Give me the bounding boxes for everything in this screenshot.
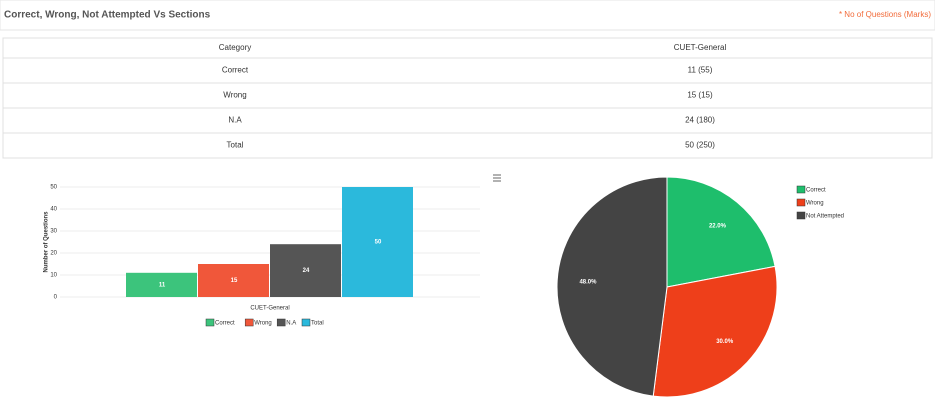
- legend-swatch: [244, 318, 254, 327]
- pie-label: 30.0%: [716, 339, 734, 345]
- y-tick-label: 0: [54, 295, 58, 301]
- y-tick-label: 30: [50, 229, 57, 235]
- legend-swatch: [796, 185, 806, 194]
- pie-slice: [556, 176, 668, 397]
- data-label: 15: [231, 278, 238, 284]
- table-cell: Wrong: [223, 91, 246, 100]
- legend-label: Correct: [806, 188, 826, 194]
- pie-label: 48.0%: [579, 280, 597, 286]
- table-cell: 11 (55): [688, 66, 713, 75]
- legend-swatch: [205, 318, 215, 327]
- menu-icon[interactable]: [493, 174, 501, 182]
- table-cell: N.A: [228, 116, 242, 125]
- column-header: CUET-General: [674, 43, 727, 52]
- pie-slice: [666, 176, 776, 288]
- y-axis-label: Number of Questions: [44, 211, 50, 273]
- legend-label: Wrong: [254, 321, 272, 327]
- bar: [126, 272, 197, 297]
- y-tick-label: 50: [50, 185, 57, 191]
- legend-swatch: [276, 318, 286, 327]
- table-cell: Correct: [222, 66, 249, 75]
- data-label: 24: [303, 268, 310, 274]
- data-label: 11: [159, 282, 166, 288]
- bar: [342, 187, 413, 297]
- legend-label: Wrong: [806, 201, 824, 207]
- column-header: Category: [219, 43, 251, 52]
- header-bar: [0, 0, 935, 31]
- pie-slice: [652, 265, 778, 398]
- y-tick-label: 20: [50, 251, 57, 257]
- pie-label: 22.0%: [709, 224, 727, 230]
- y-tick-label: 10: [50, 273, 57, 279]
- legend-swatch: [796, 198, 806, 207]
- note: * No of Questions (Marks): [839, 10, 931, 19]
- legend-label: Total: [311, 321, 324, 327]
- bar: [270, 244, 341, 297]
- page-title: Correct, Wrong, Not Attempted Vs Section…: [4, 10, 211, 21]
- table-cell: 24 (180): [685, 116, 715, 125]
- table-border: [2, 37, 933, 159]
- legend-label: Not Attempted: [806, 214, 844, 220]
- table-cell: 15 (15): [687, 91, 713, 100]
- legend-label: N.A: [286, 321, 296, 327]
- legend-swatch: [796, 211, 806, 220]
- x-tick-label: CUET-General: [250, 306, 289, 312]
- legend-label: Correct: [215, 321, 235, 327]
- legend-swatch: [301, 318, 311, 327]
- table-cell: Total: [227, 141, 244, 150]
- data-label: 50: [375, 240, 382, 246]
- y-tick-label: 40: [50, 207, 57, 213]
- bar: [198, 264, 269, 297]
- table-cell: 50 (250): [685, 141, 715, 150]
